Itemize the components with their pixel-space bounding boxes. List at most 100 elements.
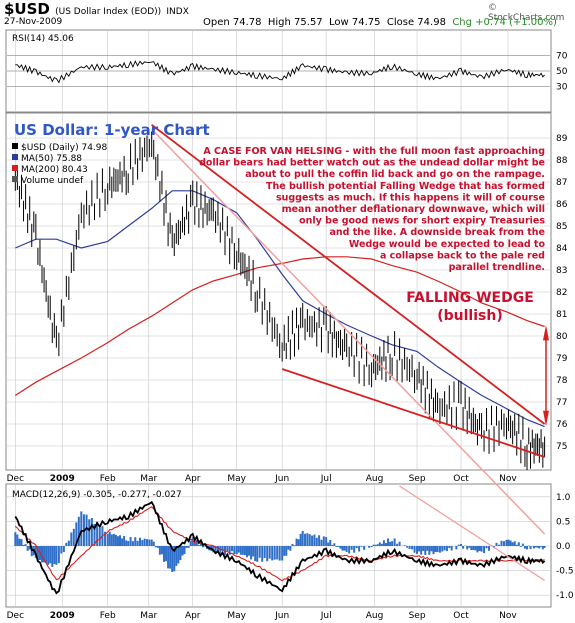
macd-histogram-bar: [119, 535, 122, 546]
macd-histogram-bar: [311, 535, 314, 546]
axis-labels: Dec Dec 2009 2009 Feb Feb Mar Mar Apr Apr May May Ju…: [7, 51, 574, 621]
macd-histogram-bar: [185, 546, 188, 548]
rsi-line: [15, 60, 545, 84]
parallel-trendline: [151, 128, 546, 535]
macd-histogram-bar: [293, 545, 296, 546]
macd-histogram-bar: [434, 546, 437, 553]
macd-histogram-bar: [393, 538, 396, 546]
macd-histogram-bar: [387, 538, 390, 546]
macd-histogram-bar: [233, 546, 236, 555]
x-tick-label-upper: Jul: [320, 474, 332, 484]
macd-histogram-bar: [413, 546, 416, 553]
macd-histogram-bar: [231, 546, 234, 552]
price-tick-label: 89: [556, 134, 568, 144]
macd-legend: MACD(12,26,9) -0.305, -0.277, -0.027: [12, 490, 182, 500]
macd-histogram-bar: [235, 546, 238, 555]
x-tick-label-lower: Aug: [366, 611, 384, 621]
macd-histogram-bar: [49, 546, 52, 564]
macd-histogram-bar: [221, 546, 224, 551]
macd-histogram-bar: [448, 546, 451, 549]
macd-histogram-bar: [183, 546, 186, 555]
macd-histogram-bar: [70, 532, 73, 546]
macd-histogram-bar: [301, 530, 304, 546]
chart-date: 27-Nov-2009: [4, 17, 63, 27]
x-tick-label-lower: Jun: [274, 611, 289, 621]
macd-histogram-bar: [193, 542, 196, 546]
macd-histogram-bar: [333, 543, 336, 546]
x-tick-label-lower: 2009: [50, 611, 75, 621]
price-tick-label: 85: [556, 222, 567, 232]
price-tick-label: 87: [556, 178, 567, 188]
macd-histogram-bar: [47, 546, 50, 565]
macd-histogram-bar: [237, 546, 240, 553]
macd-histogram-bar: [261, 546, 264, 562]
macd-histogram-bar: [145, 539, 148, 546]
rsi-tick-label: 30: [556, 83, 568, 93]
macd-histogram-bar: [16, 534, 19, 546]
macd-histogram-bar: [450, 546, 453, 551]
macd-histogram-bar: [355, 546, 358, 549]
macd-histogram-bar: [20, 539, 23, 546]
macd-histogram-bar: [368, 546, 371, 548]
macd-histogram-bar: [121, 538, 124, 546]
macd-histogram-bar: [313, 534, 316, 546]
x-tick-label-lower: Feb: [100, 611, 116, 621]
x-tick-label-lower: Mar: [140, 611, 157, 621]
macd-histogram-bar: [248, 546, 251, 556]
macd-histogram-bar: [372, 544, 375, 546]
macd-histogram-bar: [143, 538, 146, 546]
macd-histogram-bar: [455, 546, 458, 550]
macd-histogram-bar: [98, 528, 101, 546]
macd-histogram-bar: [285, 546, 288, 556]
macd-histogram-bar: [370, 546, 373, 548]
macd-histogram-bar: [187, 546, 190, 548]
macd-histogram-bar: [335, 546, 338, 547]
macd-histogram-bar: [273, 546, 276, 560]
macd-histogram-bar: [195, 539, 198, 546]
x-tick-label-upper: Dec: [7, 474, 24, 484]
macd-histogram-bar: [320, 539, 323, 546]
macd-histogram-bar: [204, 546, 207, 547]
macd-histogram-bar: [131, 541, 134, 546]
macd-histogram-bar: [214, 546, 217, 554]
channel-continuation: [399, 485, 545, 581]
macd-histogram-bar: [43, 546, 46, 563]
macd-histogram-bar: [36, 546, 39, 562]
x-tick-label-upper: Sep: [409, 474, 426, 484]
macd-histogram-bar: [114, 534, 117, 546]
macd-histogram-bar: [420, 546, 423, 555]
macd-histogram-bar: [55, 546, 58, 565]
macd-histogram-bar: [403, 545, 406, 546]
macd-histogram-bar: [438, 546, 441, 553]
commentary-line: suggests as much. If this happens it wil…: [276, 192, 545, 203]
macd-histogram-bar: [152, 541, 155, 546]
macd-histogram-bar: [299, 533, 302, 546]
macd-histogram-bar: [80, 511, 83, 546]
macd-histogram-bar: [485, 546, 488, 549]
macd-histogram-bar: [197, 545, 200, 546]
price-tick-label: 81: [556, 310, 567, 320]
macd-histogram-bar: [256, 546, 259, 562]
macd-histogram-bar: [65, 542, 68, 546]
x-tick-label-upper: May: [227, 474, 246, 484]
macd-tick-label: 1.0: [556, 493, 571, 503]
macd-histogram-bar: [505, 539, 508, 546]
macd-histogram-bar: [466, 546, 469, 550]
macd-histogram-bar: [360, 546, 363, 547]
macd-histogram-bar: [138, 537, 141, 546]
macd-histogram-bar: [329, 539, 332, 546]
x-tick-label-upper: 2009: [50, 474, 75, 484]
macd-histogram-bar: [500, 540, 503, 546]
high-value: High 75.57: [267, 17, 323, 28]
rsi-legend: RSI(14) 45.06: [12, 34, 74, 44]
macd-histogram-bar: [322, 536, 325, 546]
macd-histogram-bar: [45, 546, 48, 563]
symbol: $USD: [4, 0, 50, 18]
macd-histogram-bar: [480, 546, 483, 552]
rsi-tick-label: 50: [556, 67, 568, 77]
macd-histogram-bar: [252, 546, 255, 557]
macd-histogram-bar: [181, 546, 184, 556]
x-tick-label-upper: Nov: [499, 474, 517, 484]
macd-histogram-bar: [533, 546, 536, 549]
x-tick-label-upper: Aug: [366, 474, 384, 484]
